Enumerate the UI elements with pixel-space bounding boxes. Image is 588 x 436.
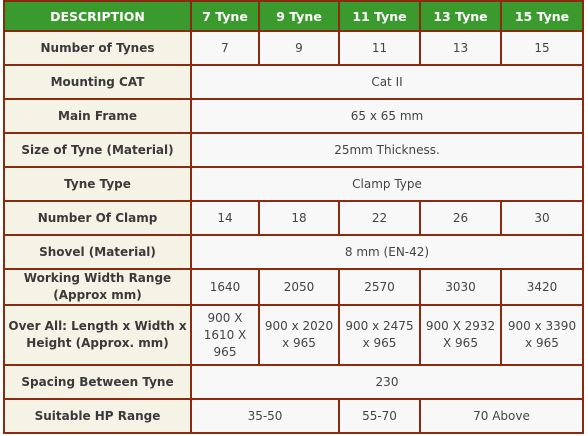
cell-value: 8 mm (EN-42) xyxy=(190,234,584,270)
row-shovel: Shovel (Material) 8 mm (EN-42) xyxy=(3,234,584,270)
header-15-tyne: 15 Tyne xyxy=(500,0,584,32)
row-mounting-cat: Mounting CAT Cat II xyxy=(3,64,584,100)
row-overall-dimensions: Over All: Length x Width x Height (Appro… xyxy=(3,304,584,366)
cell-value: 13 xyxy=(419,30,502,66)
row-spacing-between-tyne: Spacing Between Tyne 230 xyxy=(3,364,584,400)
cell-value: 900 x 3390 x 965 xyxy=(500,304,584,366)
cell-value: 22 xyxy=(338,200,421,236)
cell-value: 15 xyxy=(500,30,584,66)
cell-value: 230 xyxy=(190,364,584,400)
cell-value: 900 x 2020 x 965 xyxy=(258,304,340,366)
row-label: Tyne Type xyxy=(3,166,192,202)
header-description: DESCRIPTION xyxy=(3,0,192,32)
cell-value: 35-50 xyxy=(190,398,340,434)
cell-value: 14 xyxy=(190,200,260,236)
cell-value: 2050 xyxy=(258,268,340,306)
cell-value: 900 x 2475 x 965 xyxy=(338,304,421,366)
cell-value: 30 xyxy=(500,200,584,236)
row-number-of-tynes: Number of Tynes 7 9 11 13 15 xyxy=(3,30,584,66)
cell-value: 11 xyxy=(338,30,421,66)
header-11-tyne: 11 Tyne xyxy=(338,0,421,32)
header-13-tyne: 13 Tyne xyxy=(419,0,502,32)
row-tyne-size: Size of Tyne (Material) 25mm Thickness. xyxy=(3,132,584,168)
row-label: Main Frame xyxy=(3,98,192,134)
cell-value: 900 X 2932 X 965 xyxy=(419,304,502,366)
header-9-tyne: 9 Tyne xyxy=(258,0,340,32)
cell-value: 70 Above xyxy=(419,398,584,434)
row-number-of-clamp: Number Of Clamp 14 18 22 26 30 xyxy=(3,200,584,236)
cell-value: 9 xyxy=(258,30,340,66)
row-label: Number Of Clamp xyxy=(3,200,192,236)
row-label: Number of Tynes xyxy=(3,30,192,66)
row-tyne-type: Tyne Type Clamp Type xyxy=(3,166,584,202)
row-label: Working Width Range (Approx mm) xyxy=(3,268,192,306)
cell-value: Cat II xyxy=(190,64,584,100)
row-suitable-hp: Suitable HP Range 35-50 55-70 70 Above xyxy=(3,398,584,434)
cell-value: 3420 xyxy=(500,268,584,306)
row-label: Size of Tyne (Material) xyxy=(3,132,192,168)
cell-value: 7 xyxy=(190,30,260,66)
row-working-width: Working Width Range (Approx mm) 1640 205… xyxy=(3,268,584,306)
row-label: Suitable HP Range xyxy=(3,398,192,434)
row-main-frame: Main Frame 65 x 65 mm xyxy=(3,98,584,134)
cell-value: 26 xyxy=(419,200,502,236)
row-label: Mounting CAT xyxy=(3,64,192,100)
cell-value: 1640 xyxy=(190,268,260,306)
specification-table: DESCRIPTION 7 Tyne 9 Tyne 11 Tyne 13 Tyn… xyxy=(3,0,584,434)
row-label: Shovel (Material) xyxy=(3,234,192,270)
cell-value: 65 x 65 mm xyxy=(190,98,584,134)
header-row: DESCRIPTION 7 Tyne 9 Tyne 11 Tyne 13 Tyn… xyxy=(3,0,584,32)
cell-value: Clamp Type xyxy=(190,166,584,202)
row-label: Spacing Between Tyne xyxy=(3,364,192,400)
cell-value: 900 X 1610 X 965 xyxy=(190,304,260,366)
cell-value: 18 xyxy=(258,200,340,236)
header-7-tyne: 7 Tyne xyxy=(190,0,260,32)
row-label: Over All: Length x Width x Height (Appro… xyxy=(3,304,192,366)
cell-value: 25mm Thickness. xyxy=(190,132,584,168)
cell-value: 3030 xyxy=(419,268,502,306)
cell-value: 55-70 xyxy=(338,398,421,434)
cell-value: 2570 xyxy=(338,268,421,306)
